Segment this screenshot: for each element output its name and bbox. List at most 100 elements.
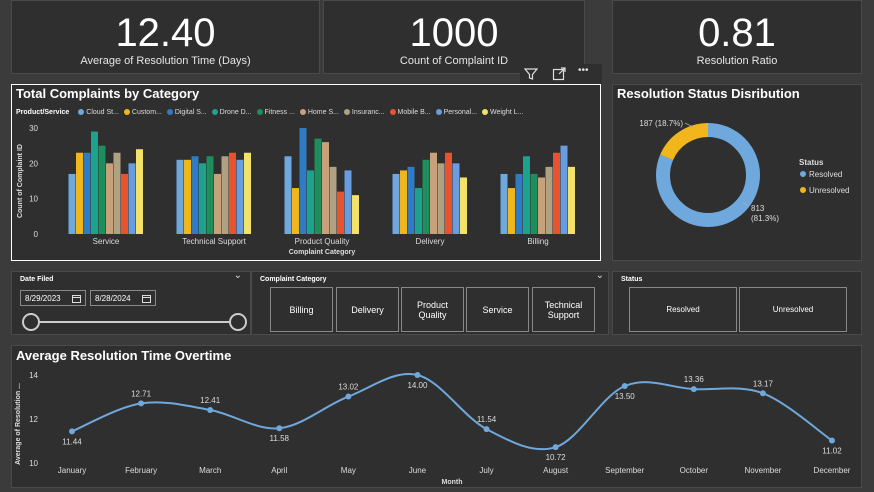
category-tile-service[interactable]: Service: [466, 287, 529, 332]
date-range-start-handle[interactable]: [22, 313, 40, 331]
legend-item[interactable]: Home S...: [297, 109, 339, 116]
y-tick-label: 10: [29, 195, 38, 204]
category-tile-delivery[interactable]: Delivery: [336, 287, 399, 332]
bar: [113, 152, 121, 234]
kpi-value: 12.40: [115, 11, 216, 55]
bar: [176, 159, 184, 234]
bar: [460, 177, 467, 234]
bar: [68, 173, 76, 234]
bar: [352, 195, 359, 234]
status-tile-unresolved[interactable]: Unresolved: [739, 287, 847, 332]
bar: [91, 131, 98, 234]
legend-dot: [800, 171, 806, 177]
bar: [400, 170, 407, 234]
bar: [244, 152, 251, 234]
x-tick-label: April: [271, 466, 287, 475]
data-point: [483, 426, 490, 433]
data-label: 13.36: [684, 375, 705, 384]
data-label: 11.02: [822, 447, 842, 456]
legend-item[interactable]: Drone D...: [209, 109, 252, 116]
bar: [568, 166, 575, 234]
y-tick-label: 20: [29, 159, 38, 168]
legend-item[interactable]: Custom...: [121, 109, 162, 116]
data-label: 13.17: [753, 379, 774, 388]
bar: [314, 138, 322, 234]
legend-item[interactable]: Personal...: [433, 109, 477, 116]
data-point: [138, 400, 145, 407]
bar: [392, 173, 400, 234]
x-tick-label: January: [58, 466, 86, 475]
legend-item[interactable]: Fitness ...: [254, 109, 295, 116]
kpi-label: Resolution Ratio: [696, 55, 778, 67]
data-point: [759, 390, 766, 397]
leader-line: [684, 122, 694, 128]
bar: [121, 173, 128, 234]
calendar-icon[interactable]: [72, 294, 81, 303]
bar: [415, 188, 422, 234]
calendar-icon[interactable]: [142, 294, 151, 303]
legend-title: Product/Service: [16, 109, 70, 116]
y-axis-title: Count of Complaint ID: [17, 144, 24, 218]
bar: [560, 145, 568, 234]
x-tick-label: Billing: [527, 237, 548, 246]
chevron-down-icon[interactable]: ⌄: [233, 270, 242, 281]
leader-line: [742, 202, 749, 206]
donut-chart-title: Resolution Status Disribution: [617, 86, 800, 101]
x-axis-title: Month: [442, 479, 463, 486]
bar: [214, 173, 221, 234]
series-line: [71, 373, 833, 451]
data-point: [829, 437, 835, 444]
bar: [98, 145, 106, 234]
bar: [136, 149, 143, 234]
bar: [191, 156, 199, 234]
category-slicer-title: Complaint Category: [260, 276, 327, 283]
status-tile-resolved[interactable]: Resolved: [629, 287, 737, 332]
x-tick-label: September: [605, 466, 644, 475]
category-tile-product-quality[interactable]: Product Quality: [401, 287, 464, 332]
donut-ring: [656, 123, 760, 227]
bar: [292, 188, 299, 234]
date-range-end-handle[interactable]: [229, 313, 247, 331]
category-tile-billing[interactable]: Billing: [270, 287, 333, 332]
focus-mode-icon[interactable]: [552, 67, 566, 81]
data-label: 11.58: [270, 434, 290, 443]
chevron-down-icon[interactable]: ⌄: [595, 270, 604, 281]
x-tick-label: Delivery: [416, 237, 445, 246]
y-tick-label: 0: [34, 230, 39, 239]
start-date-input[interactable]: 8/29/2023: [20, 290, 86, 306]
end-date-input[interactable]: 8/28/2024: [90, 290, 156, 306]
data-point: [69, 428, 75, 435]
bar: [452, 163, 460, 234]
bar: [229, 152, 236, 234]
bar: [199, 163, 206, 234]
bar: [553, 152, 560, 234]
status-slicer: Status Resolved Unresolved: [612, 271, 862, 335]
bar: [329, 166, 337, 234]
line-chart-plot: 10 12 14 11.44 January 12.71 February 12.41 Marc…: [15, 371, 851, 486]
donut-chart-panel: Resolution Status Disribution 813 (81.3%)…: [612, 84, 862, 261]
bar: [236, 159, 244, 234]
legend-item[interactable]: Digital S...: [164, 109, 207, 116]
filter-icon[interactable]: [524, 67, 538, 81]
kpi-value: 0.81: [698, 11, 776, 55]
data-label: 10.72: [546, 453, 567, 462]
donut-slice: [656, 123, 760, 227]
category-tile-technical-support[interactable]: Technical Support: [532, 287, 595, 332]
y-axis-title: Average of Resolution ...: [15, 383, 22, 465]
kpi-card-ratio: 0.81 Resolution Ratio: [612, 0, 862, 74]
x-tick-label: Product Quality: [295, 237, 350, 246]
legend-item[interactable]: Cloud St...: [75, 109, 119, 116]
legend-title: Status: [799, 158, 824, 167]
date-slicer-title: Date Filed: [20, 276, 54, 283]
donut-data-label: 813: [751, 204, 765, 213]
data-point: [207, 406, 214, 413]
bar: [515, 173, 523, 234]
legend-item[interactable]: Weight L...: [479, 109, 523, 116]
data-label: 13.02: [338, 383, 359, 392]
legend-item[interactable]: Insuranc...: [341, 109, 385, 116]
bar-chart-legend: Product/Service Cloud St... Custom... Di…: [16, 109, 523, 116]
legend-item[interactable]: Mobile B...: [387, 109, 431, 116]
bar: [538, 177, 545, 234]
more-options-icon[interactable]: •••: [578, 65, 589, 76]
kpi-label: Count of Complaint ID: [399, 55, 509, 67]
